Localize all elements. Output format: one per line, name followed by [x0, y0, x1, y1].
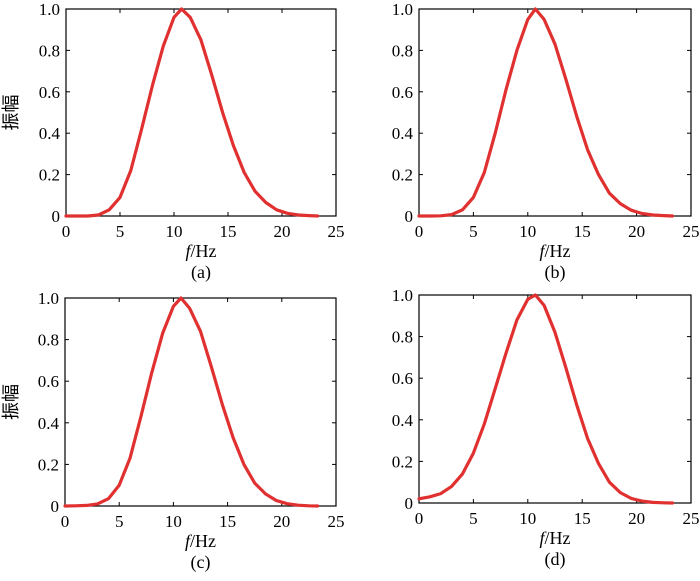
- plot-area-frame: [64, 297, 337, 507]
- x-tick-label: 0: [415, 222, 424, 241]
- y-axis-label: 振幅: [1, 95, 22, 131]
- y-tick-label: 1.0: [392, 286, 413, 305]
- y-tick-label: 0.6: [392, 83, 413, 102]
- panel-label: (c): [191, 552, 211, 573]
- plot-area-frame: [418, 8, 692, 217]
- x-axis-label: f/Hz: [185, 531, 216, 551]
- y-tick-label: 0.6: [39, 83, 60, 102]
- chart-panel-b: 0 5 10 15 20 25 0 0.2 0.4 0.6 0.8 1.0 f/Hz(b): [392, 0, 700, 283]
- x-tick-label: 20: [273, 512, 290, 531]
- x-tick-label: 5: [469, 509, 478, 528]
- series-line-amplitude: [63, 296, 320, 508]
- series-line-amplitude: [417, 293, 675, 505]
- x-axis-label: f/Hz: [539, 241, 570, 261]
- x-tick-label: 15: [220, 222, 237, 241]
- y-tick-label: 0.6: [392, 369, 413, 388]
- y-tick-label: 0.8: [392, 328, 413, 347]
- x-tick-label: 25: [683, 222, 700, 241]
- x-tick-label: 0: [415, 509, 424, 528]
- y-tick-label: 0.4: [39, 124, 61, 143]
- panel-label: (d): [545, 549, 566, 570]
- y-tick-label: 0.4: [392, 411, 414, 430]
- x-tick-label: 15: [219, 512, 236, 531]
- x-axis-label-var: f: [185, 531, 193, 551]
- x-tick-label: 20: [628, 222, 645, 241]
- y-tick-label: 0.2: [39, 166, 60, 185]
- x-tick-label: 25: [683, 509, 700, 528]
- y-tick-label: 0.6: [38, 372, 59, 391]
- x-tick-label: 25: [328, 512, 345, 531]
- y-tick-label: 1.0: [392, 0, 413, 19]
- y-tick-label: 0: [51, 497, 60, 516]
- y-tick-label: 0.2: [392, 452, 413, 471]
- x-axis-label: f/Hz: [539, 528, 570, 548]
- x-tick-label: 15: [574, 222, 591, 241]
- panel-label: (a): [191, 262, 211, 283]
- x-tick-label: 10: [165, 512, 182, 531]
- y-tick-label: 0.8: [38, 331, 59, 350]
- x-axis-label-unit: /Hz: [191, 241, 217, 261]
- y-tick-label: 0: [405, 207, 414, 226]
- plot-area-frame: [418, 294, 692, 504]
- x-tick-label: 15: [574, 509, 591, 528]
- y-axis-label: 振幅: [1, 384, 22, 420]
- x-tick-label: 5: [115, 512, 124, 531]
- x-axis-label-var: f: [185, 241, 193, 261]
- y-tick-label: 0.8: [39, 41, 60, 60]
- x-tick-label: 0: [62, 222, 71, 241]
- x-axis-label: f/Hz: [185, 241, 216, 261]
- x-axis-label-unit: /Hz: [545, 241, 571, 261]
- x-tick-label: 10: [519, 222, 536, 241]
- y-tick-label: 1.0: [39, 0, 60, 19]
- x-axis-label-unit: /Hz: [545, 528, 571, 548]
- chart-panel-d: 0 5 10 15 20 25 0 0.2 0.4 0.6 0.8 1.0 f/Hz(d): [392, 286, 700, 570]
- chart-panel-a: 0 5 10 15 20 25 0 0.2 0.4 0.6 0.8 1.0 f/Hz(a) 振幅: [1, 0, 345, 283]
- series-line-amplitude: [417, 7, 675, 218]
- y-tick-label: 1.0: [38, 289, 59, 308]
- y-tick-label: 0.8: [392, 41, 413, 60]
- x-tick-label: 10: [519, 509, 536, 528]
- series-line-amplitude: [64, 7, 320, 218]
- y-tick-label: 0.2: [392, 166, 413, 185]
- y-tick-label: 0.4: [38, 414, 60, 433]
- panel-label: (b): [545, 262, 566, 283]
- chart-panel-c: 0 5 10 15 20 25 0 0.2 0.4 0.6 0.8 1.0 f/Hz(c) 振幅: [1, 289, 345, 573]
- x-tick-label: 20: [628, 509, 645, 528]
- x-axis-label-var: f: [539, 241, 547, 261]
- x-tick-label: 20: [274, 222, 291, 241]
- x-tick-label: 0: [61, 512, 70, 531]
- y-tick-label: 0.2: [38, 455, 59, 474]
- y-tick-label: 0: [405, 494, 414, 513]
- y-tick-label: 0.4: [392, 124, 414, 143]
- x-axis-label-var: f: [539, 528, 547, 548]
- x-tick-label: 5: [469, 222, 478, 241]
- plot-area-frame: [65, 8, 337, 217]
- x-tick-label: 10: [166, 222, 183, 241]
- x-tick-label: 25: [328, 222, 345, 241]
- x-axis-label-unit: /Hz: [190, 531, 216, 551]
- x-tick-label: 5: [116, 222, 125, 241]
- y-tick-label: 0: [52, 207, 61, 226]
